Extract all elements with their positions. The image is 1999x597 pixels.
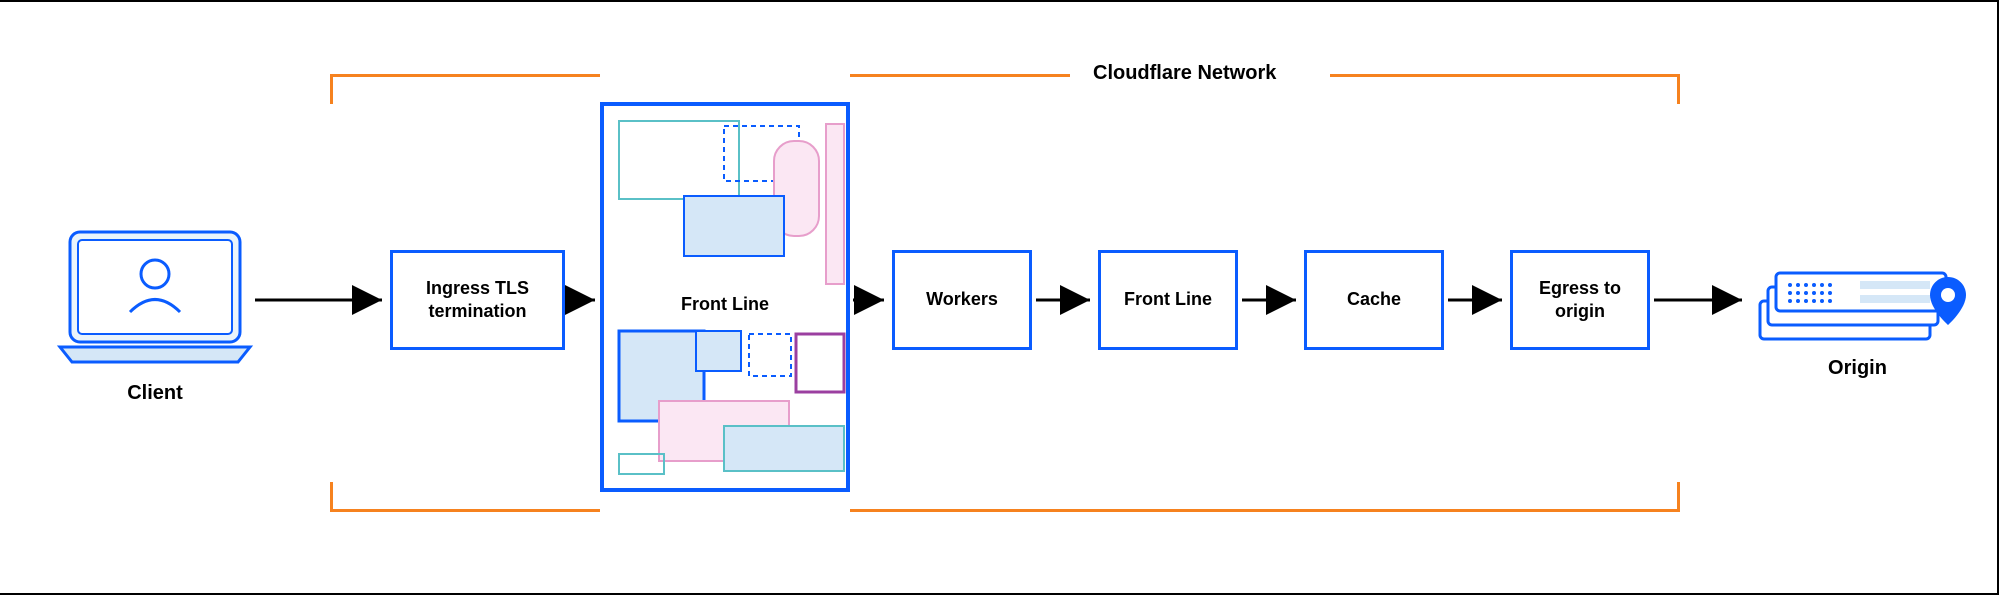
- node-egress: Egress to origin: [1510, 250, 1650, 350]
- node-label: Front Line: [1124, 288, 1212, 311]
- node-label: Cache: [1347, 288, 1401, 311]
- origin-label: Origin: [1760, 357, 1955, 380]
- node-label: Workers: [926, 288, 998, 311]
- network-label: Cloudflare Network: [1085, 62, 1284, 85]
- client-label: Client: [60, 382, 250, 405]
- frontline-shapes: [604, 106, 854, 496]
- diagram-canvas: Cloudflare Network Front Line Ingress TL…: [0, 0, 1999, 595]
- node-workers: Workers: [892, 250, 1032, 350]
- network-bracket-top-left: [330, 74, 600, 104]
- node-ingress: Ingress TLS termination: [390, 250, 565, 350]
- node-cache: Cache: [1304, 250, 1444, 350]
- frontline-panel: Front Line: [600, 102, 850, 492]
- node-label: Ingress TLS termination: [399, 277, 556, 324]
- node-frontline2: Front Line: [1098, 250, 1238, 350]
- network-bracket-bottom-left: [330, 482, 600, 512]
- node-label: Egress to origin: [1519, 277, 1641, 324]
- network-bracket-bottom-right: [850, 482, 1680, 512]
